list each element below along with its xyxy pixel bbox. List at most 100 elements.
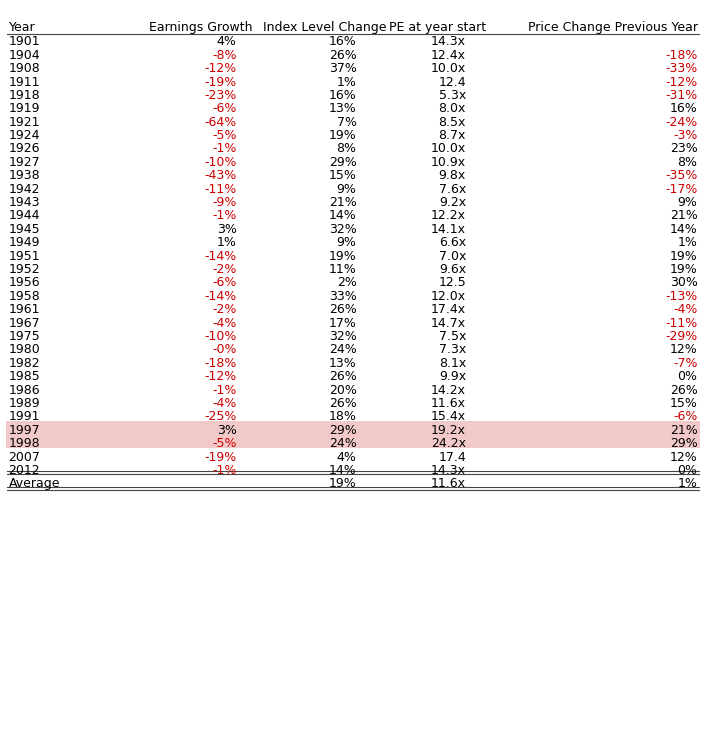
Text: 2012: 2012 xyxy=(8,464,40,477)
Text: 12.4x: 12.4x xyxy=(431,49,466,62)
Text: -24%: -24% xyxy=(665,116,698,129)
Text: 6.6x: 6.6x xyxy=(439,236,466,250)
Text: -1%: -1% xyxy=(212,143,237,155)
Text: -7%: -7% xyxy=(673,357,698,369)
Text: 19%: 19% xyxy=(329,250,357,263)
Text: -29%: -29% xyxy=(665,330,698,343)
Text: 1924: 1924 xyxy=(8,129,40,142)
Text: 1956: 1956 xyxy=(8,277,40,289)
Text: -5%: -5% xyxy=(212,437,237,450)
Text: 11.6x: 11.6x xyxy=(431,478,466,490)
Text: 1952: 1952 xyxy=(8,263,40,276)
Text: 19.2x: 19.2x xyxy=(431,424,466,436)
Text: 1918: 1918 xyxy=(8,89,40,102)
Text: -11%: -11% xyxy=(665,316,698,330)
Text: 1%: 1% xyxy=(337,76,357,88)
Text: -0%: -0% xyxy=(212,344,237,356)
Text: 23%: 23% xyxy=(670,143,698,155)
Text: -14%: -14% xyxy=(204,290,237,302)
Text: 1945: 1945 xyxy=(8,223,40,236)
Text: 26%: 26% xyxy=(329,49,357,62)
Text: -23%: -23% xyxy=(204,89,237,102)
Text: 1967: 1967 xyxy=(8,316,40,330)
Text: 17.4x: 17.4x xyxy=(431,303,466,316)
Text: 12%: 12% xyxy=(670,344,698,356)
Text: 21%: 21% xyxy=(670,210,698,222)
Text: 1998: 1998 xyxy=(8,437,40,450)
Text: -4%: -4% xyxy=(212,316,237,330)
Text: 1975: 1975 xyxy=(8,330,40,343)
Text: Average: Average xyxy=(8,478,60,490)
Text: 29%: 29% xyxy=(329,424,357,436)
Text: 1951: 1951 xyxy=(8,250,40,263)
Text: 15%: 15% xyxy=(329,169,357,183)
Text: 12.0x: 12.0x xyxy=(431,290,466,302)
Text: 1%: 1% xyxy=(678,236,698,250)
Text: 7.0x: 7.0x xyxy=(438,250,466,263)
Text: -3%: -3% xyxy=(673,129,698,142)
Text: 13%: 13% xyxy=(329,102,357,116)
Text: 26%: 26% xyxy=(329,370,357,383)
Text: -18%: -18% xyxy=(204,357,237,369)
Text: 1958: 1958 xyxy=(8,290,40,302)
Text: 14%: 14% xyxy=(670,223,698,236)
Text: 7.3x: 7.3x xyxy=(438,344,466,356)
Text: Price Change Previous Year: Price Change Previous Year xyxy=(527,21,698,34)
Text: -25%: -25% xyxy=(204,411,237,423)
Text: 19%: 19% xyxy=(329,478,357,490)
Text: 11%: 11% xyxy=(329,263,357,276)
Text: 17.4: 17.4 xyxy=(438,450,466,464)
Text: 9.8x: 9.8x xyxy=(438,169,466,183)
Text: -2%: -2% xyxy=(212,303,237,316)
Text: 1944: 1944 xyxy=(8,210,40,222)
Text: 24%: 24% xyxy=(329,344,357,356)
Text: 7%: 7% xyxy=(337,116,357,129)
Text: -10%: -10% xyxy=(204,156,237,169)
Text: 8.5x: 8.5x xyxy=(438,116,466,129)
Text: 14.2x: 14.2x xyxy=(431,383,466,397)
Text: Year: Year xyxy=(8,21,35,34)
Text: 3%: 3% xyxy=(217,223,237,236)
Text: 15%: 15% xyxy=(670,397,698,410)
Text: 7.5x: 7.5x xyxy=(438,330,466,343)
Text: Index Level Change: Index Level Change xyxy=(263,21,386,34)
Text: 9.6x: 9.6x xyxy=(439,263,466,276)
Text: -19%: -19% xyxy=(204,76,237,88)
Text: 8.1x: 8.1x xyxy=(438,357,466,369)
Text: -10%: -10% xyxy=(204,330,237,343)
Text: -33%: -33% xyxy=(665,62,698,75)
Text: 9%: 9% xyxy=(337,183,357,196)
Text: -8%: -8% xyxy=(212,49,237,62)
Text: 1927: 1927 xyxy=(8,156,40,169)
Text: 2%: 2% xyxy=(337,277,357,289)
Text: 15.4x: 15.4x xyxy=(431,411,466,423)
Text: -2%: -2% xyxy=(212,263,237,276)
Text: 1926: 1926 xyxy=(8,143,40,155)
Bar xyxy=(6,421,700,434)
Text: -5%: -5% xyxy=(212,129,237,142)
Text: 19%: 19% xyxy=(329,129,357,142)
Text: -1%: -1% xyxy=(212,210,237,222)
Text: 1961: 1961 xyxy=(8,303,40,316)
Text: 32%: 32% xyxy=(329,223,357,236)
Text: 14%: 14% xyxy=(329,464,357,477)
Text: 26%: 26% xyxy=(329,397,357,410)
Text: PE at year start: PE at year start xyxy=(389,21,486,34)
Bar xyxy=(6,434,700,447)
Text: -19%: -19% xyxy=(204,450,237,464)
Text: 19%: 19% xyxy=(670,250,698,263)
Text: -9%: -9% xyxy=(212,196,237,209)
Text: 14.1x: 14.1x xyxy=(431,223,466,236)
Text: 13%: 13% xyxy=(329,357,357,369)
Text: -14%: -14% xyxy=(204,250,237,263)
Text: 12.4: 12.4 xyxy=(438,76,466,88)
Text: 1949: 1949 xyxy=(8,236,40,250)
Text: 16%: 16% xyxy=(329,89,357,102)
Text: -12%: -12% xyxy=(204,370,237,383)
Text: 4%: 4% xyxy=(217,35,237,49)
Text: 30%: 30% xyxy=(670,277,698,289)
Text: -13%: -13% xyxy=(665,290,698,302)
Text: 12.2x: 12.2x xyxy=(431,210,466,222)
Text: 1989: 1989 xyxy=(8,397,40,410)
Text: -1%: -1% xyxy=(212,464,237,477)
